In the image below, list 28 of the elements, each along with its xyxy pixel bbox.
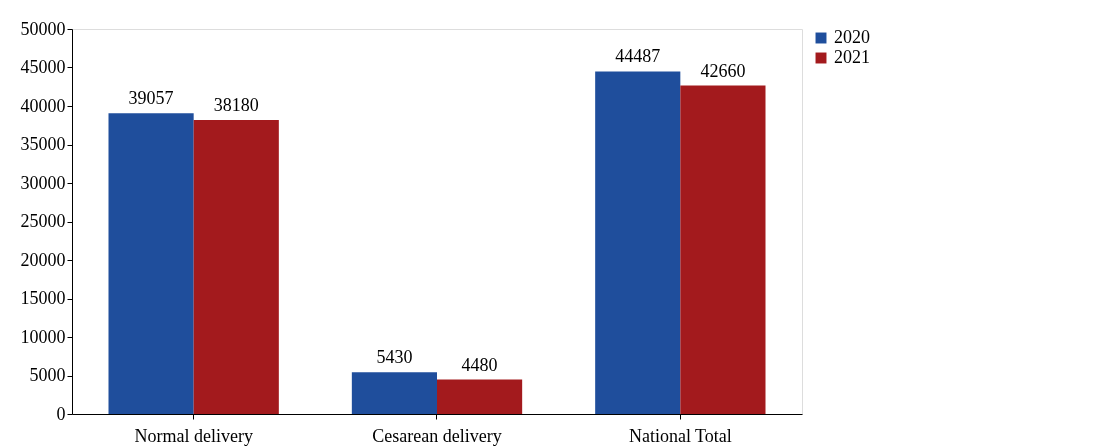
y-tick-label: 5000: [29, 365, 66, 385]
legend-label: 2021: [834, 47, 870, 67]
data-label: 5430: [376, 347, 413, 368]
data-label: 4480: [461, 354, 498, 375]
y-tick-label: 10000: [20, 326, 66, 347]
data-label: 38180: [213, 95, 259, 116]
x-tick-label: National Total: [628, 425, 732, 446]
data-label: 39057: [128, 88, 174, 109]
bar: [437, 379, 523, 414]
y-tick-label: 50000: [20, 18, 66, 39]
y-tick-label: 45000: [20, 57, 66, 77]
y-tick-label: 15000: [20, 288, 66, 308]
y-tick-label: 25000: [20, 211, 66, 231]
bar: [108, 113, 194, 414]
y-tick-label: 20000: [20, 249, 66, 270]
bar: [595, 71, 681, 414]
x-tick-label: Normal delivery: [134, 425, 253, 446]
bar: [351, 372, 437, 414]
y-tick-label: 0: [56, 403, 66, 424]
legend-label: 2020: [834, 27, 870, 47]
bar: [193, 120, 279, 414]
y-tick-label: 35000: [20, 134, 66, 154]
data-label: 42660: [700, 60, 746, 81]
x-tick-label: Cesarean delivery: [372, 425, 502, 446]
bar: [680, 85, 766, 414]
y-tick-label: 40000: [20, 95, 66, 116]
y-tick-label: 30000: [20, 172, 66, 193]
data-label: 44487: [615, 46, 661, 67]
